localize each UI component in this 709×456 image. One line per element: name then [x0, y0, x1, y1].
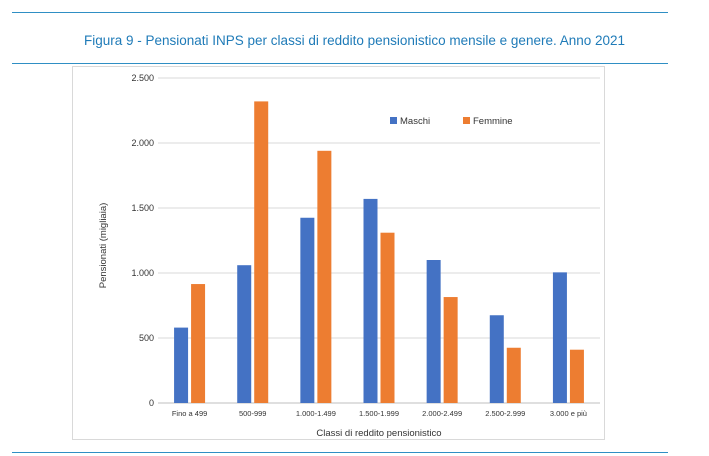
y-tick-label: 2.000: [131, 138, 154, 148]
y-tick-label: 0: [149, 398, 154, 408]
bar-maschi: [237, 265, 252, 403]
y-tick-label: 1.000: [131, 268, 154, 278]
legend-swatch-femmine: [463, 117, 470, 124]
bar-femmine: [191, 284, 206, 403]
y-tick-label: 2.500: [131, 73, 154, 83]
top-rule: [12, 12, 668, 13]
bar-maschi: [552, 272, 567, 403]
bar-femmine: [317, 150, 332, 403]
x-tick-label: 1.500-1.999: [359, 409, 399, 418]
x-tick-label: 3.000 e più: [550, 409, 587, 418]
y-tick-label: 1.500: [131, 203, 154, 213]
bar-femmine: [380, 232, 395, 403]
bar-femmine: [443, 297, 458, 403]
x-tick-label: 500-999: [239, 409, 267, 418]
bar-femmine: [569, 349, 584, 403]
bottom-rule: [12, 452, 668, 453]
figure-title: Figura 9 - Pensionati INPS per classi di…: [83, 33, 626, 48]
bar-chart: 0 500 1.000 1.500 2.000 2.500 Fino a 499 500-99…: [98, 73, 600, 439]
title-rule: [12, 63, 668, 64]
bar-maschi: [426, 260, 441, 403]
x-axis-title: Classi di reddito pensionistico: [316, 428, 441, 439]
legend-label-femmine: Femmine: [473, 116, 513, 127]
x-tick-label: 2.500-2.999: [485, 409, 525, 418]
legend-label-maschi: Maschi: [400, 116, 430, 127]
x-tick-label: Fino a 499: [172, 409, 207, 418]
y-tick-label: 500: [139, 333, 154, 343]
x-tick-label: 2.000-2.499: [422, 409, 462, 418]
y-axis-title: Pensionati (migliaia): [98, 203, 109, 289]
bar-maschi: [300, 217, 315, 403]
x-tick-label: 1.000-1.499: [296, 409, 336, 418]
chart-frame: 0 500 1.000 1.500 2.000 2.500 Fino a 499 500-99…: [72, 66, 605, 440]
bar-maschi: [174, 327, 189, 403]
bar-femmine: [506, 347, 521, 403]
bar-maschi: [489, 315, 504, 403]
legend-swatch-maschi: [390, 117, 397, 124]
bar-femmine: [254, 101, 269, 404]
bar-maschi: [363, 198, 378, 403]
